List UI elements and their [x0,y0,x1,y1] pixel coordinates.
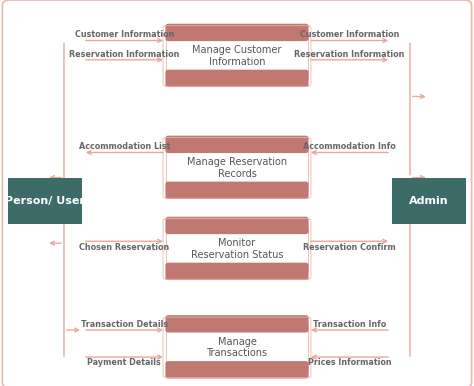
Text: Customer Information: Customer Information [74,30,174,39]
Text: Transaction Info: Transaction Info [313,320,386,329]
Text: Reservation Information: Reservation Information [69,49,179,59]
FancyBboxPatch shape [165,315,309,333]
Text: Manage
Transactions: Manage Transactions [207,337,267,358]
FancyBboxPatch shape [166,145,308,191]
Text: Accommodation List: Accommodation List [79,142,170,151]
FancyBboxPatch shape [165,217,309,234]
FancyBboxPatch shape [165,263,309,280]
FancyBboxPatch shape [166,325,308,370]
Text: Accommodation Info: Accommodation Info [303,142,396,151]
Text: Prices Information: Prices Information [308,358,391,367]
FancyBboxPatch shape [165,24,309,41]
Text: Customer Information: Customer Information [300,30,399,39]
Text: Payment Details: Payment Details [87,358,161,367]
Text: Manage Reservation
Records: Manage Reservation Records [187,157,287,179]
FancyBboxPatch shape [392,178,465,224]
Text: Reservation Information: Reservation Information [294,49,404,59]
Text: Transaction Details: Transaction Details [81,320,168,329]
Text: Monitor
Reservation Status: Monitor Reservation Status [191,238,283,260]
Text: Admin: Admin [409,196,449,206]
FancyBboxPatch shape [166,226,308,272]
FancyBboxPatch shape [8,178,82,224]
FancyBboxPatch shape [165,136,309,153]
Text: Reservation Confirm: Reservation Confirm [303,242,396,252]
Text: Chosen Reservation: Chosen Reservation [79,242,169,252]
FancyBboxPatch shape [165,361,309,378]
FancyBboxPatch shape [165,69,309,87]
Text: Manage Customer
Information: Manage Customer Information [192,45,282,67]
FancyBboxPatch shape [166,34,308,78]
Text: Person/ User: Person/ User [5,196,85,206]
FancyBboxPatch shape [165,182,309,199]
